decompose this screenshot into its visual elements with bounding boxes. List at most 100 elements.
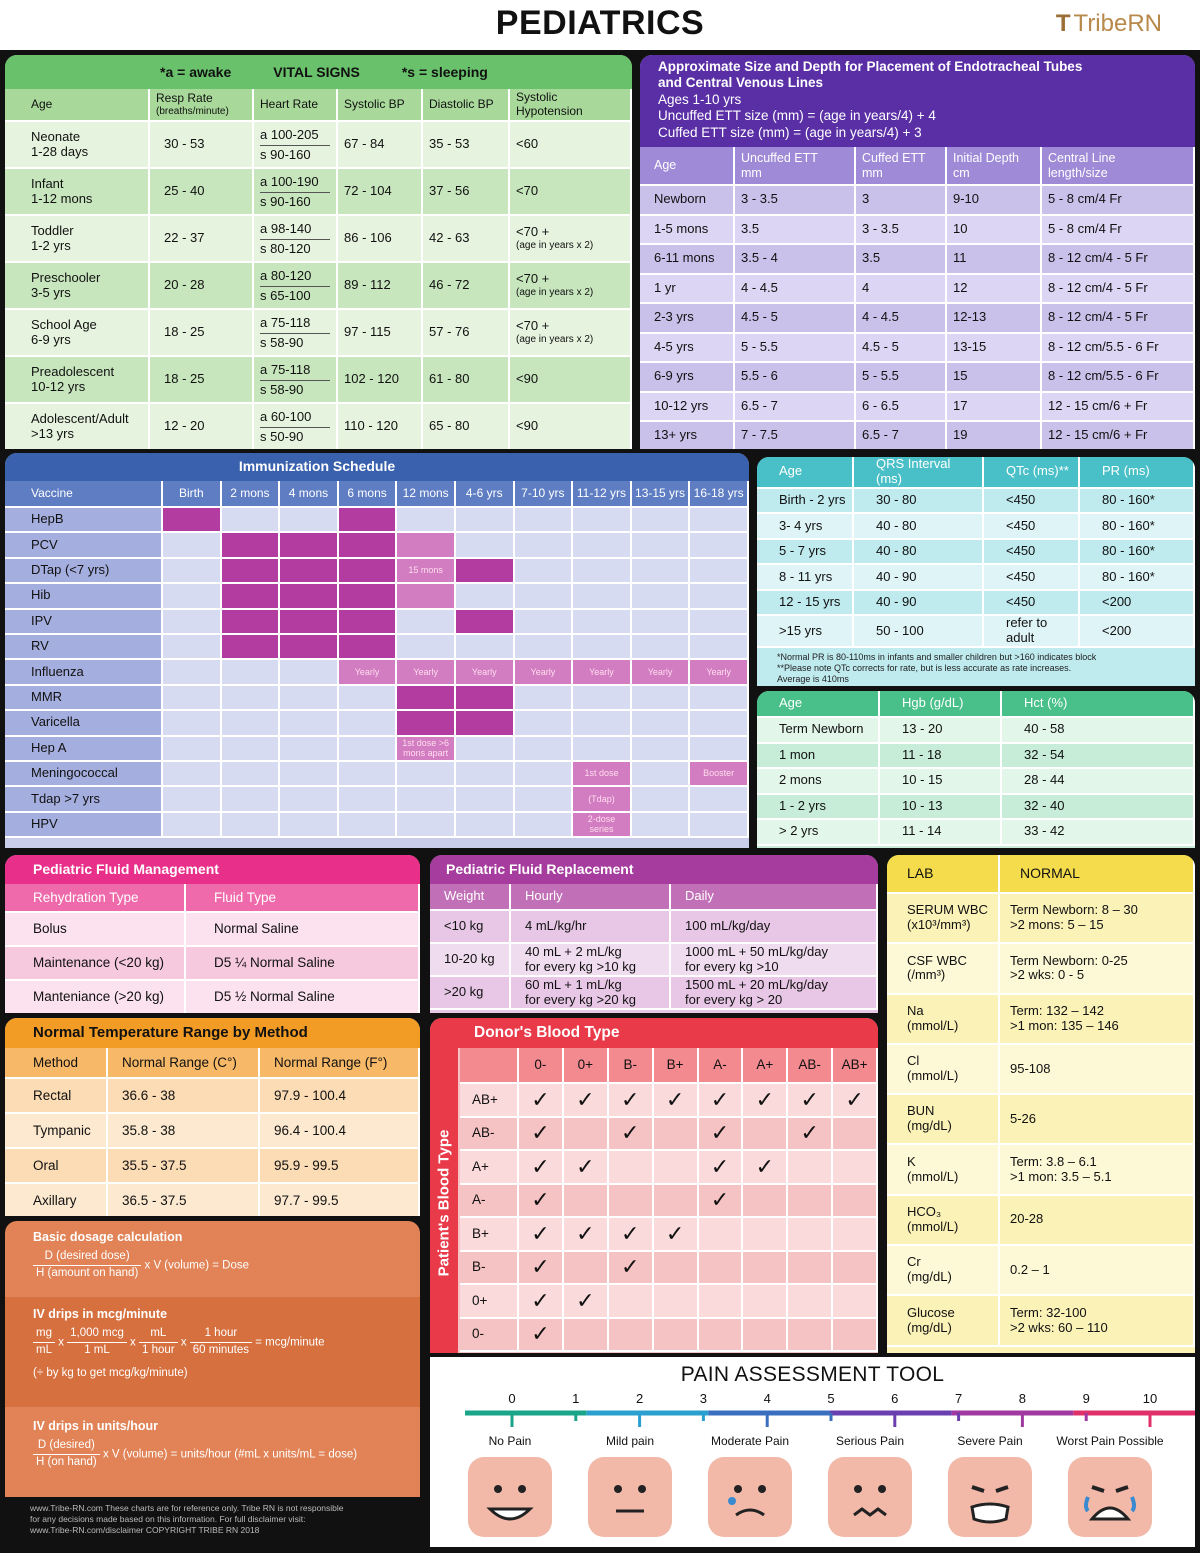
ekg-header-row: Age QRS Interval (ms) QTc (ms)** PR (ms) (757, 457, 1195, 489)
fraction-numerator: D (desired dose) (33, 1249, 142, 1266)
lab-unit: (/mm³) (907, 967, 946, 983)
systolic-cell: 97 - 115 (337, 309, 423, 357)
ett-cell: 13+ yrs (640, 421, 735, 449)
pain-number: 8 (1018, 1391, 1026, 1406)
times-symbol: x (58, 1336, 64, 1349)
incompatible-cell (742, 1250, 789, 1285)
footer-line: www.Tribe-RN.com/disclaimer COPYRIGHT TR… (30, 1525, 260, 1536)
schedule-empty-cell (689, 735, 749, 762)
schedule-dose-cell (454, 684, 515, 712)
schedule-empty-cell (279, 735, 339, 762)
schedule-empty-cell (220, 811, 281, 839)
header: PEDIATRICS T TribeRN (0, 0, 1200, 50)
daily-rate-note: for every kg >10 (685, 958, 779, 974)
ett-cell: 3.5 (734, 214, 856, 245)
patient-type-row: AB+ ✓ ✓ ✓ ✓ ✓ ✓ ✓ ✓ (460, 1083, 878, 1118)
col-header-line: Central Line (1048, 151, 1116, 166)
checkmark-icon: ✓ (576, 1086, 595, 1112)
fluid-management-cell: D5 ¼ Normal Saline (185, 946, 420, 981)
schedule-empty-cell (689, 557, 749, 585)
lab-row: Cl (mmol/L) 95-108 (887, 1043, 1195, 1096)
heart-rate-sleeping: s 90-160 (260, 194, 311, 209)
vaccine-row: DTap (<7 yrs) 15 mons (5, 557, 749, 585)
diastolic-cell: 37 - 56 (422, 168, 510, 216)
ekg-cell: 80 - 160* (1079, 564, 1195, 591)
vaccine-name: RV (5, 633, 163, 661)
lab-name-cell: K (mmol/L) (887, 1144, 1000, 1196)
fluid-replacement-title: Pediatric Fluid Replacement (430, 855, 878, 884)
ett-cell: 5 - 8 cm/4 Fr (1041, 214, 1195, 245)
ekg-cell: <200 (1079, 589, 1195, 617)
patient-type-label: B- (460, 1250, 519, 1285)
fraction-denominator: mL (36, 1343, 52, 1356)
diastolic-cell: 61 - 80 (422, 356, 510, 404)
hypotension-formula: (age in years x 2) (516, 334, 594, 346)
ett-cell: 13-15 (946, 332, 1042, 363)
patient-type-label: AB+ (460, 1083, 519, 1118)
fraction-denominator: 60 minutes (192, 1343, 250, 1356)
lab-row: Na (mmol/L) Term: 132 – 142 >1 mon: 135 – 1… (887, 993, 1195, 1045)
donor-type-header: AB+ (832, 1048, 878, 1084)
schedule-dose-cell (162, 507, 222, 534)
vaccine-name: HepB (5, 507, 163, 534)
ekg-row: 8 - 11 yrs 40 - 90 <450 80 - 160* (757, 564, 1195, 591)
ett-cell: 6.5 - 7 (855, 421, 947, 449)
col-header: Normal Range (F°) (259, 1048, 420, 1079)
ett-cell: 3.5 (855, 244, 947, 275)
vital-signs-row: Toddler 1-2 yrs 22 - 37 a 98-140 s 80-120 86 … (5, 215, 632, 263)
temperature-row: Oral 35.5 - 37.5 95.9 - 99.5 (5, 1148, 420, 1184)
ett-cell: 9-10 (946, 185, 1042, 216)
lab-normal-value: 5-26 (1010, 1110, 1037, 1126)
ett-row: Newborn 3 - 3.5 3 9-10 5 - 8 cm/4 Fr (640, 185, 1195, 216)
incompatible-cell (652, 1284, 699, 1319)
schedule-empty-cell (279, 786, 339, 813)
vaccine-row: PCV (5, 532, 749, 559)
ett-cell: 8 - 12 cm/4 - 5 Fr (1041, 273, 1195, 304)
age-cell: Toddler 1-2 yrs (5, 215, 150, 263)
col-header: Vaccine (5, 481, 163, 508)
heart-rate-sleeping: s 50-90 (260, 429, 304, 444)
compatible-cell: ✓ (518, 1217, 564, 1252)
pain-scale-line (465, 1410, 1195, 1427)
incompatible-cell (652, 1183, 699, 1218)
ett-cell: 5.5 - 6 (734, 362, 856, 393)
incompatible-cell (787, 1217, 834, 1252)
pain-label: Mild pain (605, 1434, 655, 1448)
ett-cell: 8 - 12 cm/4 - 5 Fr (1041, 244, 1195, 275)
ett-cell: 12 (946, 273, 1042, 304)
mcg-drip-block: IV drips in mcg/minute mg mL x 1,000 mcg 1… (5, 1297, 420, 1407)
ett-cell: 15 (946, 362, 1042, 393)
patient-type-label: B+ (460, 1217, 519, 1252)
vaccine-row: HPV 2-dose series (5, 811, 749, 839)
daily-rate: 1000 mL + 50 mL/kg/day (685, 943, 828, 959)
schedule-empty-cell (689, 608, 749, 635)
hgb-cell: 13 - 20 (879, 717, 1002, 744)
ett-cell: 19 (946, 421, 1042, 449)
col-header: Weight (430, 884, 511, 911)
patient-blood-type-text: Patient's Blood Type (435, 1129, 453, 1277)
pain-title: PAIN ASSESSMENT TOOL (680, 1363, 945, 1386)
ekg-cell: >15 yrs (757, 615, 854, 649)
hgb-cell: > 2 yrs (757, 819, 880, 846)
vital-signs-row: Preadolescent 10-12 yrs 18 - 25 a 75-118 s 5… (5, 356, 632, 404)
lab-normal-cell: Term: 132 – 142 >1 mon: 135 – 146 (999, 993, 1195, 1045)
schedule-empty-cell (279, 659, 339, 686)
incompatible-cell (562, 1250, 609, 1285)
footer-line: www.Tribe-RN.com These charts are for re… (30, 1503, 344, 1513)
hypotension-value: <90 (516, 371, 539, 387)
ett-cell: 5 - 5.5 (734, 332, 856, 363)
schedule-dose-cell (337, 557, 398, 585)
hourly-rate: 60 mL + 1 mL/kg (525, 976, 622, 992)
schedule-empty-cell (513, 608, 574, 635)
schedule-empty-cell (279, 811, 339, 839)
temperature-cell: Tympanic (5, 1113, 108, 1149)
units-formula-tail: x V (volume) = units/hour (#mL x units/m… (102, 1448, 358, 1461)
ett-cell: 4 - 4.5 (855, 303, 947, 334)
systolic-cell: 110 - 120 (337, 403, 423, 449)
pain-label: Serious Pain (835, 1434, 905, 1448)
checkmark-icon: ✓ (531, 1153, 550, 1179)
schedule-empty-cell (396, 786, 456, 813)
col-header: 2 mons (220, 481, 281, 508)
footer-line: for any decisions made based on this inf… (30, 1514, 306, 1525)
pain-number: 7 (954, 1391, 963, 1406)
